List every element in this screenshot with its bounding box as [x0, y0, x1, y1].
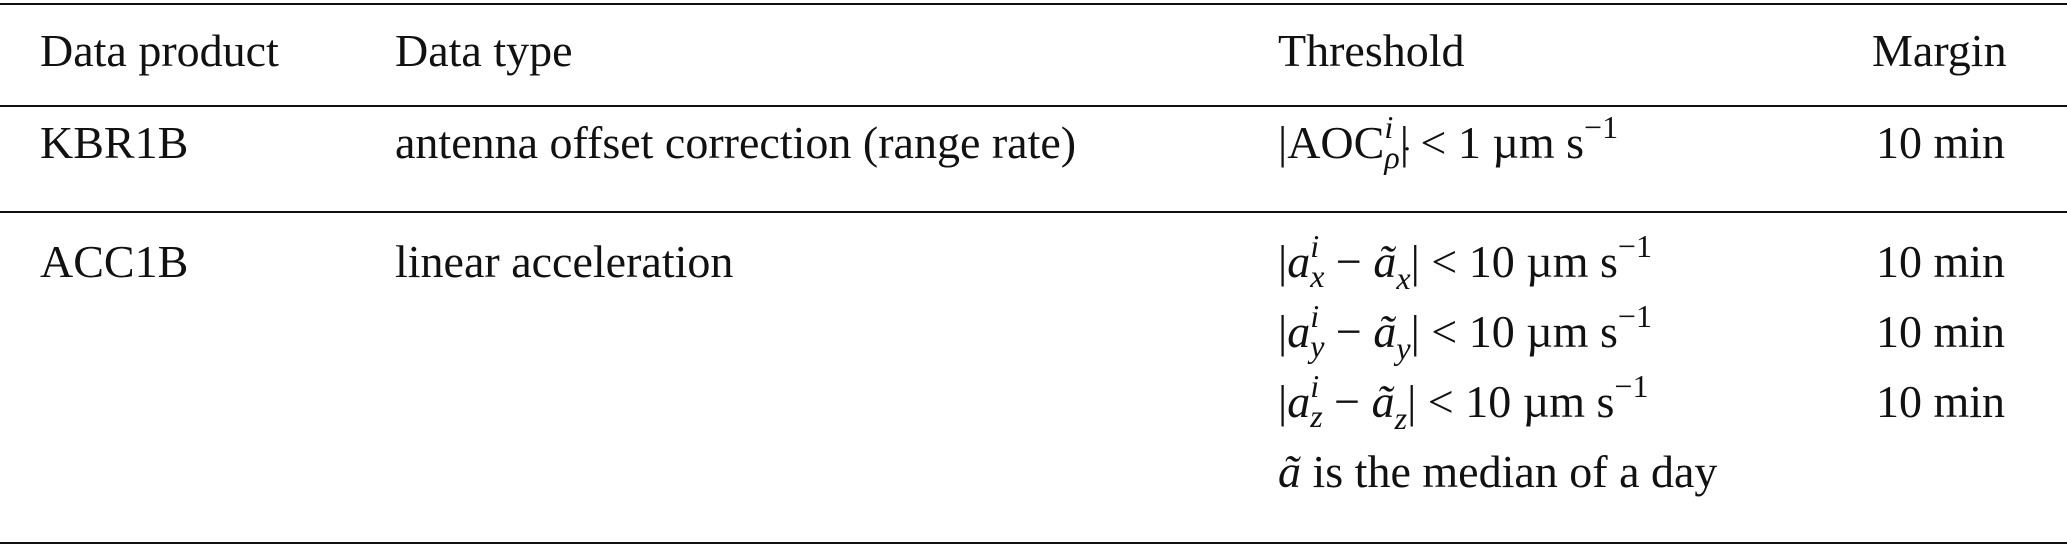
threshold-line: |a i x − ã x | < 10 µm s −1 [1278, 227, 1652, 297]
subscript: y [1396, 330, 1411, 366]
math-text: ã [1373, 306, 1397, 357]
superscript: i [1310, 298, 1320, 334]
math-text: ã [1278, 446, 1301, 497]
math-text: | < 10 µm s [1407, 376, 1615, 427]
math-text: | < 1 µm s [1399, 117, 1585, 168]
subscript: y [1310, 328, 1325, 364]
product-cell: ACC1B [40, 236, 189, 287]
threshold-line: |AOC i ρ̇ | < 1 µm s −1 [1278, 108, 1618, 178]
threshold-line: |a i y − ã y | < 10 µm s −1 [1278, 297, 1652, 367]
math-text: |AOC [1278, 117, 1385, 168]
script-stack: i ρ̇ [1384, 109, 1400, 175]
threshold-line: ã is the median of a day [1278, 437, 1717, 507]
rule [0, 211, 2067, 213]
product-cell: KBR1B [40, 117, 189, 168]
script-stack: z [1394, 400, 1408, 436]
superscript: −1 [1617, 228, 1652, 264]
header-cell: Data type [395, 25, 573, 76]
type-cell: antenna offset correction (range rate) [395, 117, 1077, 168]
threshold-line: |a i z − ã z | < 10 µm s −1 [1278, 367, 1648, 437]
subscript: x [1310, 258, 1325, 294]
rule [0, 3, 2067, 5]
margin-cell: 10 min [1876, 236, 2006, 287]
math-text: | < 10 µm s [1410, 306, 1618, 357]
subscript: z [1394, 400, 1408, 436]
superscript: −1 [1584, 109, 1619, 145]
math-text: a [1287, 376, 1311, 427]
script-stack: −1 [1614, 368, 1649, 404]
math-text: ã [1373, 236, 1397, 287]
math-text: − [1324, 236, 1374, 287]
math-text: is the median of a day [1301, 446, 1718, 497]
header-cell: Threshold [1278, 25, 1465, 76]
math-text: | [1278, 236, 1288, 287]
math-text: | [1278, 376, 1288, 427]
math-text: − [1322, 376, 1372, 427]
math-text: a [1287, 306, 1311, 357]
script-stack: −1 [1584, 109, 1619, 145]
math-text: | [1278, 306, 1288, 357]
math-text: ã [1371, 376, 1395, 427]
margin-cell: 10 min [1876, 306, 2006, 357]
subscript: z [1310, 398, 1323, 434]
margin-cell: 10 min [1876, 117, 2006, 168]
type-cell: linear acceleration [395, 236, 734, 287]
math-text: − [1324, 306, 1374, 357]
header-cell: Data product [40, 25, 279, 76]
math-text: | < 10 µm s [1410, 236, 1618, 287]
script-stack: x [1396, 260, 1411, 296]
margin-cell: 10 min [1876, 376, 2006, 427]
superscript: i [1384, 109, 1394, 145]
header-cell: Margin [1872, 25, 2007, 76]
subscript: ρ̇ [1384, 139, 1400, 175]
script-stack: −1 [1617, 298, 1652, 334]
superscript: −1 [1614, 368, 1649, 404]
script-stack: y [1396, 330, 1411, 366]
superscript: i [1310, 228, 1320, 264]
rule [0, 105, 2067, 107]
superscript: −1 [1617, 298, 1652, 334]
rule [0, 542, 2067, 544]
superscript: i [1310, 368, 1320, 404]
math-text: a [1287, 236, 1311, 287]
subscript: x [1396, 260, 1411, 296]
script-stack: −1 [1617, 228, 1652, 264]
